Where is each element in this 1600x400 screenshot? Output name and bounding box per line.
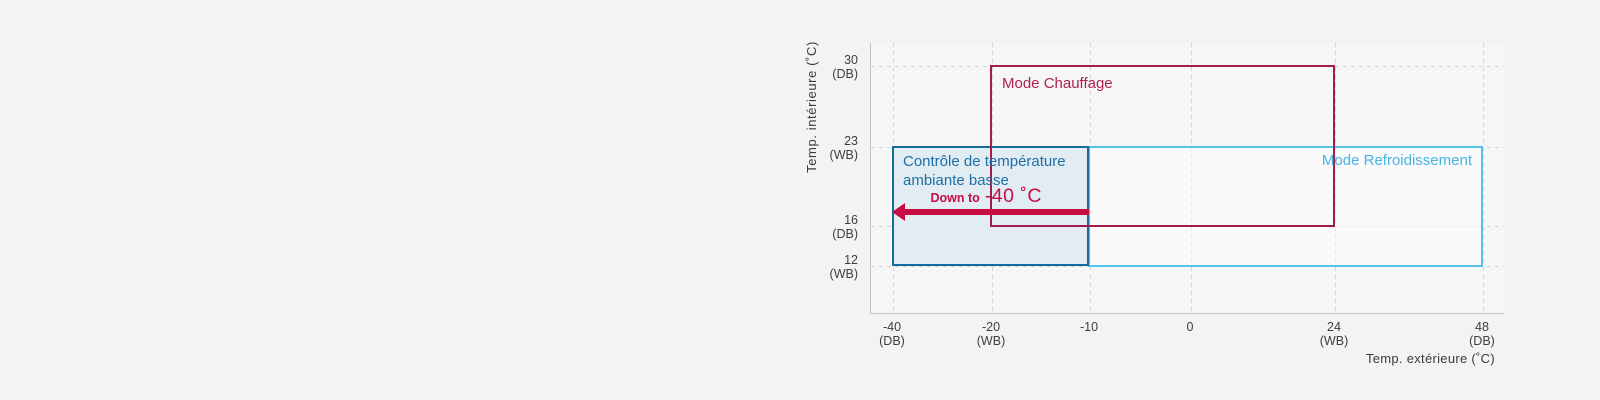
heating-mode-region xyxy=(990,65,1335,227)
x-tick-zero-value: 0 xyxy=(1186,320,1194,334)
x-tick-minus20: -20 (WB) xyxy=(956,320,1026,348)
x-tick-minus10: -10 xyxy=(1054,320,1124,335)
y-axis-title: Temp. intérieure (˚C) xyxy=(804,41,819,173)
y-tick-30-unit: (DB) xyxy=(832,66,858,81)
x-axis-title: Temp. extérieure (˚C) xyxy=(1365,351,1495,366)
x-tick-minus40-value: -40 xyxy=(882,320,902,334)
x-tick-24-unit: (WB) xyxy=(1319,333,1349,348)
x-tick-minus20-value: -20 xyxy=(981,320,1001,334)
y-tick-16-unit: (DB) xyxy=(832,226,858,241)
x-tick-48: 48 (DB) xyxy=(1447,320,1517,348)
y-tick-16-value: 16 xyxy=(844,213,858,227)
v-gridline-48 xyxy=(1483,43,1484,313)
x-tick-minus40-unit: (DB) xyxy=(879,333,905,348)
down-to-arrow-head-icon xyxy=(892,203,905,221)
y-tick-23: 23 (WB) xyxy=(778,134,858,162)
low-ambient-control-label: Contrôle de température ambiante basse xyxy=(903,153,1066,189)
heating-mode-label: Mode Chauffage xyxy=(1002,75,1113,92)
cooling-mode-region xyxy=(1088,146,1483,267)
y-tick-30: 30 (DB) xyxy=(778,53,858,81)
x-tick-minus40: -40 (DB) xyxy=(857,320,927,348)
cooling-mode-label: Mode Refroidissement xyxy=(1321,152,1472,169)
y-tick-12-unit: (WB) xyxy=(829,266,858,281)
down-to-value: -40 ˚C xyxy=(984,185,1042,207)
x-tick-minus10-value: -10 xyxy=(1079,320,1099,334)
y-tick-12: 12 (WB) xyxy=(778,253,858,281)
x-tick-48-value: 48 xyxy=(1475,320,1489,334)
down-to-prefix: Down to xyxy=(930,191,980,205)
v-gridline-zero xyxy=(1191,43,1192,313)
down-to-annotation: Down to -40 ˚C xyxy=(842,185,1042,208)
v-gridline-minus10 xyxy=(1090,43,1091,313)
y-tick-12-value: 12 xyxy=(844,253,858,267)
v-gridline-24 xyxy=(1335,43,1336,313)
x-tick-minus20-unit: (WB) xyxy=(976,333,1006,348)
x-tick-48-unit: (DB) xyxy=(1469,333,1495,348)
x-tick-24: 24 (WB) xyxy=(1299,320,1369,348)
x-tick-zero: 0 xyxy=(1155,320,1225,335)
down-to-arrow-shaft xyxy=(904,209,1089,215)
y-tick-16: 16 (DB) xyxy=(778,213,858,241)
y-tick-23-value: 23 xyxy=(844,134,858,148)
y-tick-30-value: 30 xyxy=(844,53,858,67)
y-tick-23-unit: (WB) xyxy=(829,147,858,162)
x-tick-24-value: 24 xyxy=(1327,320,1341,334)
